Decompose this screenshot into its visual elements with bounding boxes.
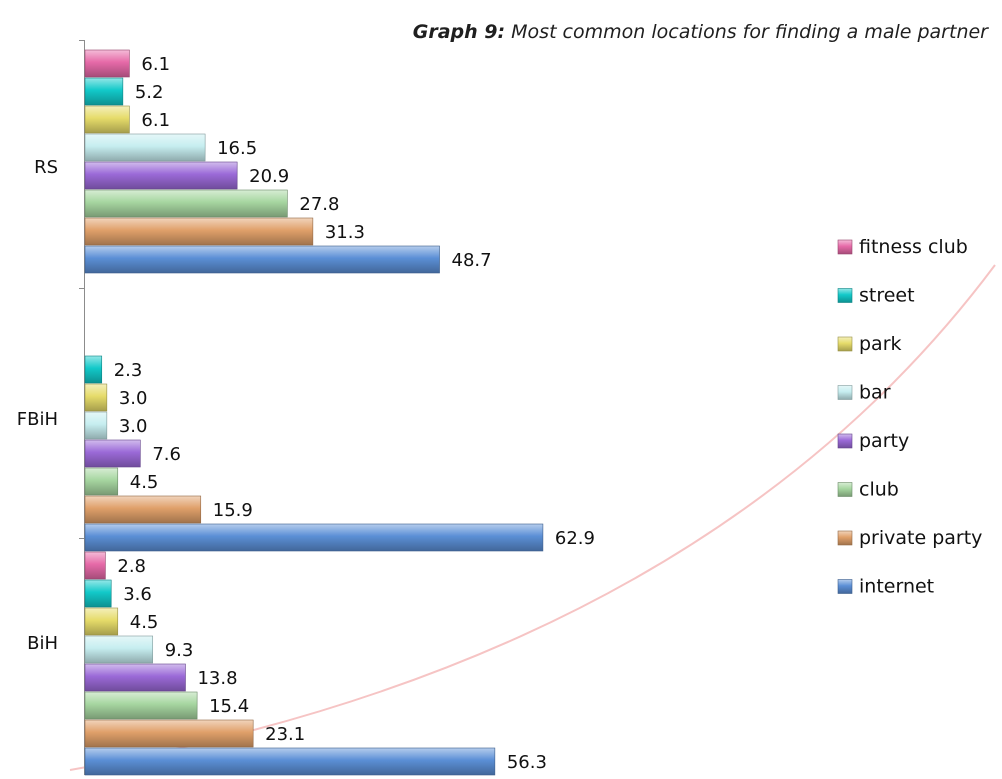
bar-bih-bar [84,635,154,664]
legend-label-fitness-club: fitness club [859,236,968,258]
value-label-fbih-bar: 3.0 [119,416,148,437]
bar-groups: 6.15.26.116.520.927.831.348.72.33.03.07.… [84,49,595,776]
bar-rs-internet [84,245,440,274]
bar-fbih-bar [84,411,108,440]
legend-item-party: party [837,430,909,452]
category-label-fbih: FBiH [17,409,58,430]
bar-bih-party [84,663,186,692]
value-label-bih-bar: 9.3 [165,640,194,661]
bar-fbih-party [84,439,141,468]
legend-item-internet: internet [837,576,934,598]
category-label-bih: BiH [27,633,58,654]
legend-swatch-internet [837,579,853,594]
bar-fbih-private-party [84,495,202,524]
category-label-rs: RS [34,157,58,178]
bar-rs-party [84,161,238,190]
legend-item-park: park [837,333,902,355]
bar-fbih-street [84,355,103,384]
legend-item-fitness-club: fitness club [837,236,968,258]
value-label-bih-internet: 56.3 [507,752,547,773]
legend-label-bar: bar [859,382,891,404]
legend: fitness club street park bar party club privat… [837,236,982,598]
legend-swatch-party [837,433,853,449]
bar-group-rs: 6.1 5.2 6.1 16.5 20.9 27.8 31.3 48.7 [84,49,492,274]
legend-label-private-party: private party [859,527,982,549]
value-label-rs-bar: 16.5 [217,138,257,159]
bar-rs-park [84,105,130,134]
value-label-bih-fitness-club: 2.8 [117,556,146,577]
value-label-bih-street: 3.6 [123,584,152,605]
legend-label-street: street [859,285,915,307]
legend-item-street: street [837,285,915,307]
bar-bih-club [84,691,198,720]
category-labels: RS FBiH BiH [17,157,58,654]
bar-rs-fitness-club [84,49,130,78]
bar-group-bih: 2.8 3.6 4.5 9.313.8 15.4 23.1 56.3 [84,551,547,776]
value-label-fbih-internet: 62.9 [555,528,595,549]
value-label-fbih-street: 2.3 [114,360,143,381]
bar-bih-park [84,607,119,636]
value-label-rs-club: 27.8 [299,194,339,215]
legend-label-park: park [859,333,902,355]
bar-fbih-internet [84,523,544,552]
bar-group-fbih: 2.33.03.07.64.515.962.9 [84,355,595,552]
legend-label-club: club [859,479,899,501]
legend-swatch-park [837,336,853,352]
value-label-rs-party: 20.9 [249,166,289,187]
legend-item-club: club [837,479,899,501]
legend-swatch-fitness-club [837,239,853,255]
value-label-bih-park: 4.5 [130,612,159,633]
value-label-rs-street: 5.2 [135,82,164,103]
legend-swatch-bar [837,385,853,400]
chart-title-text: Most common locations for finding a male… [505,21,989,43]
chart-title-lead: Graph 9: [413,21,505,43]
legend-swatch-street [837,288,853,303]
bar-bih-street [84,579,112,608]
bar-fbih-club [84,467,119,496]
legend-item-bar: bar [837,382,891,404]
bar-bih-internet [84,747,496,776]
legend-item-private-party: private party [837,527,982,549]
value-label-bih-private-party: 23.1 [265,724,305,745]
legend-swatch-private-party [837,530,853,546]
value-label-rs-fitness-club: 6.1 [141,54,170,75]
value-label-bih-club: 15.4 [209,696,249,717]
bar-bih-private-party [84,719,254,748]
background-arc [69,264,996,771]
bar-bih-fitness-club [84,551,106,580]
value-label-fbih-party: 7.6 [152,444,181,465]
value-label-rs-park: 6.1 [141,110,170,131]
value-label-fbih-park: 3.0 [119,388,148,409]
bar-rs-club [84,189,288,218]
value-label-rs-private-party: 31.3 [325,222,365,243]
bar-rs-street [84,77,124,106]
legend-swatch-club [837,482,853,497]
bar-fbih-park [84,383,108,412]
value-label-fbih-club: 4.5 [130,472,159,493]
value-label-bih-party: 13.8 [197,668,237,689]
chart-title: Graph 9: Most common locations for findi… [413,21,989,43]
bar-rs-private-party [84,217,314,246]
bar-rs-bar [84,133,206,162]
legend-label-internet: internet [859,576,934,598]
legend-label-party: party [859,430,909,452]
value-label-rs-internet: 48.7 [452,250,492,271]
value-label-fbih-private-party: 15.9 [213,500,253,521]
